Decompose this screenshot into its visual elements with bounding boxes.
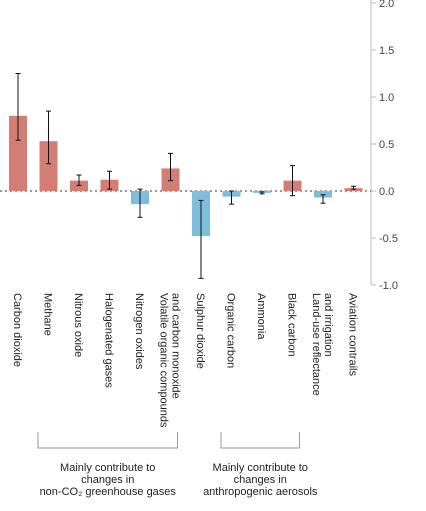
category-label-line: Black carbon — [286, 293, 298, 357]
error-bar — [290, 165, 295, 197]
group-label-line: anthropogenic aerosols — [203, 486, 318, 498]
category-label-line: Carbon dioxide — [11, 293, 23, 367]
category-label-line: Halogenated gases — [103, 293, 115, 388]
error-bar — [229, 190, 234, 205]
bar — [9, 115, 27, 191]
error-bar — [76, 174, 82, 186]
y-tick-label: 0.5 — [379, 139, 394, 151]
category-label-line: Aviation contrails — [347, 293, 359, 376]
category-label-line: Ammonia — [255, 293, 267, 340]
category-label: Ammonia — [255, 293, 267, 340]
category-label-line: and carbon monoxide — [170, 293, 182, 399]
category-label-line: Sulphur dioxide — [194, 293, 206, 369]
category-label: Nitrogen oxides — [133, 293, 145, 370]
y-tick-label: -0.5 — [379, 233, 398, 245]
error-bar — [351, 185, 356, 190]
category-label-line: Methane — [42, 293, 54, 336]
category-label: Organic carbon — [225, 293, 237, 368]
category-label-line: Organic carbon — [225, 293, 237, 368]
category-label-line: and irrigation — [322, 293, 334, 357]
error-bar — [168, 152, 173, 182]
y-tick-label: 1.0 — [379, 92, 394, 104]
group-bracket-line — [37, 432, 178, 449]
group-label-line: Mainly contribute to — [213, 462, 308, 474]
group-bracket-line — [220, 432, 300, 449]
error-bar — [15, 73, 21, 141]
error-bar — [107, 170, 112, 190]
category-label-line: Nitrous oxide — [72, 293, 84, 357]
group-label-line: changes in — [81, 474, 134, 486]
group-label-line: Mainly contribute to — [60, 462, 155, 474]
group-label-line: changes in — [234, 474, 287, 486]
category-label: Volatile organic compounds and carbon mon… — [158, 293, 182, 428]
category-label: Aviation contrails — [347, 293, 359, 376]
y-tick-label: 0.0 — [379, 186, 394, 198]
error-bar — [198, 199, 204, 279]
y-tick-label: -1.0 — [379, 280, 398, 292]
category-label: Carbon dioxide — [11, 293, 23, 367]
group-label-line: non-CO₂ greenhouse gases — [40, 486, 177, 498]
category-label: Sulphur dioxide — [194, 293, 206, 369]
category-label: Halogenated gases — [103, 293, 115, 388]
category-label: Land-use reflectance and irrigation — [310, 293, 334, 396]
category-label: Black carbon — [286, 293, 298, 357]
error-bar — [46, 110, 51, 165]
category-label: Nitrous oxide — [72, 293, 84, 357]
y-tick-label: 2.0 — [379, 0, 394, 10]
error-bar — [320, 194, 326, 204]
y-tick-label: 1.5 — [379, 45, 394, 57]
error-bar — [137, 188, 143, 218]
category-label-line: Volatile organic compounds — [158, 293, 170, 428]
category-label: Methane — [42, 293, 54, 336]
error-bar — [259, 191, 265, 195]
bar — [39, 141, 58, 191]
category-label-line: Land-use reflectance — [310, 293, 322, 396]
category-label-line: Nitrogen oxides — [133, 293, 145, 370]
